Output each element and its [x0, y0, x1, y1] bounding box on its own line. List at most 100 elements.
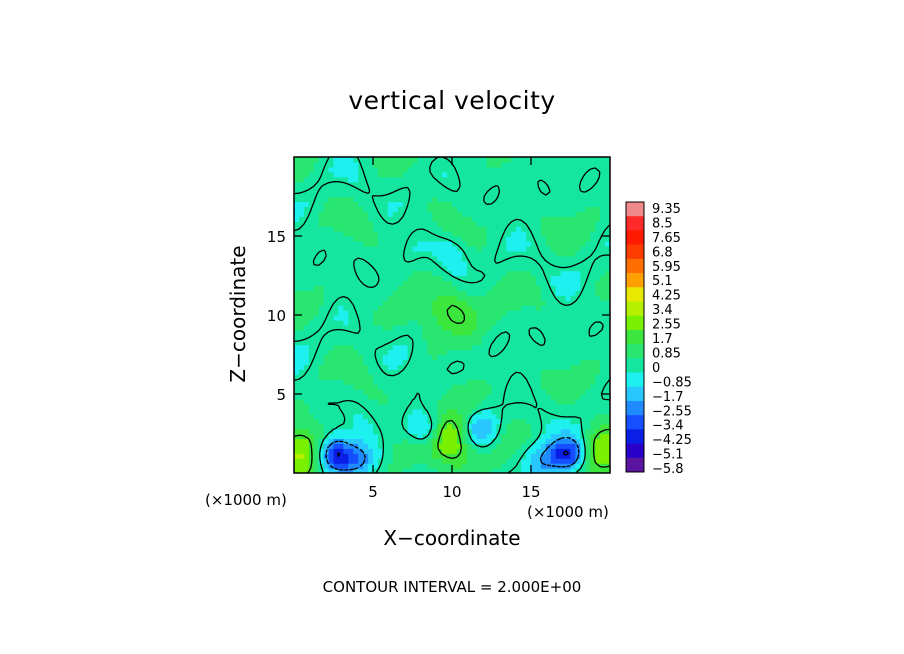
field-cell — [308, 319, 315, 326]
field-cell — [417, 418, 423, 425]
field-cell — [600, 181, 606, 188]
field-cell — [585, 245, 591, 252]
field-cell — [373, 438, 379, 444]
field-cell — [560, 270, 567, 277]
field-cell — [600, 290, 606, 296]
field-cell — [298, 240, 305, 247]
field-cell — [456, 428, 463, 435]
field-cell — [298, 290, 305, 296]
field-cell — [565, 221, 572, 227]
field-cell — [377, 394, 384, 400]
field-cell — [481, 270, 488, 277]
field-cell — [481, 394, 488, 400]
field-cell — [382, 463, 389, 469]
field-cell — [358, 191, 364, 198]
field-cell — [328, 201, 335, 207]
field-cell — [382, 211, 389, 217]
field-cell — [294, 270, 300, 277]
field-cell — [555, 443, 562, 449]
field-cell — [466, 240, 473, 247]
field-cell — [575, 403, 581, 410]
field-cell — [471, 221, 478, 227]
field-cell — [560, 428, 567, 435]
field-cell — [407, 265, 414, 272]
field-cell — [447, 166, 453, 173]
field-cell — [412, 290, 419, 296]
field-cell — [368, 398, 374, 405]
field-cell — [590, 226, 596, 232]
field-cell — [511, 364, 517, 370]
field-cell — [308, 196, 315, 203]
field-cell — [565, 408, 572, 415]
field-cell — [466, 344, 473, 351]
field-cell — [456, 290, 463, 296]
field-cell — [412, 463, 419, 469]
field-cell — [303, 384, 310, 390]
field-cell — [516, 196, 522, 203]
field-cell — [531, 310, 537, 316]
field-cell — [397, 398, 404, 405]
field-cell — [427, 443, 433, 449]
field-cell — [348, 344, 354, 351]
field-cell — [531, 408, 537, 415]
field-cell — [461, 384, 468, 390]
field-cell — [397, 438, 404, 444]
field-cell — [471, 295, 478, 301]
field-cell — [318, 305, 325, 311]
field-cell — [294, 339, 300, 346]
field-cell — [491, 211, 498, 217]
field-cell — [506, 295, 512, 301]
field-cell — [466, 226, 473, 232]
field-cell — [427, 300, 433, 306]
field-cell — [353, 413, 359, 420]
field-cell — [600, 236, 606, 242]
field-cell — [516, 329, 522, 336]
field-cell — [392, 394, 399, 400]
field-cell — [294, 206, 300, 212]
field-cell — [328, 270, 335, 277]
field-cell — [437, 344, 443, 351]
field-cell — [600, 280, 606, 286]
field-cell — [481, 359, 488, 365]
field-cell — [570, 206, 577, 212]
field-cell — [333, 428, 340, 435]
field-cell — [570, 176, 577, 183]
field-cell — [531, 369, 537, 375]
field-cell — [476, 226, 483, 232]
field-cell — [323, 374, 330, 380]
field-cell — [486, 389, 493, 395]
field-cell — [501, 319, 507, 326]
field-cell — [303, 275, 310, 282]
field-cell — [417, 364, 423, 370]
field-cell — [501, 448, 507, 454]
field-cell — [382, 295, 389, 301]
field-cell — [323, 240, 330, 247]
field-cell — [318, 221, 325, 227]
field-cell — [456, 448, 463, 454]
field-cell — [303, 181, 310, 188]
field-cell — [432, 443, 438, 449]
field-cell — [412, 433, 419, 440]
field-cell — [570, 398, 577, 405]
field-cell — [501, 438, 507, 444]
field-cell — [580, 339, 586, 346]
field-cell — [511, 369, 517, 375]
field-cell — [368, 221, 374, 227]
field-cell — [318, 211, 325, 217]
field-cell — [555, 438, 562, 444]
field-cell — [565, 171, 572, 178]
field-cell — [471, 389, 478, 395]
field-cell — [486, 196, 493, 203]
field-cell — [540, 236, 547, 242]
field-cell — [432, 389, 438, 395]
field-cell — [298, 166, 305, 173]
field-cell — [555, 196, 562, 203]
field-cell — [461, 255, 468, 262]
field-cell — [456, 389, 463, 395]
field-cell — [526, 280, 532, 286]
field-cell — [476, 176, 483, 183]
field-cell — [521, 181, 527, 188]
field-cell — [452, 216, 458, 222]
field-cell — [491, 359, 498, 365]
field-cell — [526, 359, 532, 365]
